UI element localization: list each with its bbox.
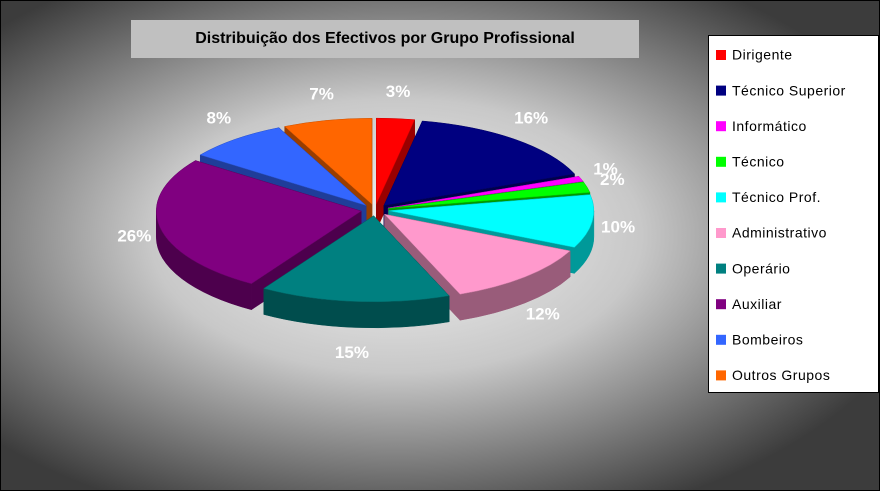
legend-label: Operário — [732, 260, 790, 276]
data-label: 15% — [335, 343, 369, 362]
title-box — [131, 20, 639, 58]
data-label: 26% — [117, 226, 151, 245]
legend-label: Bombeiros — [732, 332, 803, 348]
legend-swatch — [716, 156, 726, 167]
legend-swatch — [716, 228, 726, 238]
legend-label: Outros Grupos — [732, 367, 830, 383]
legend-swatch — [716, 85, 726, 96]
legend-label: Técnico Superior — [732, 82, 846, 98]
data-label: 3% — [386, 82, 411, 101]
data-label: 10% — [601, 218, 635, 237]
slice — [376, 117, 416, 205]
data-label: 8% — [207, 109, 232, 128]
slice — [199, 127, 367, 206]
data-label: 12% — [526, 304, 560, 323]
slice — [284, 118, 373, 205]
legend-swatch — [716, 50, 726, 60]
data-label: 2% — [600, 170, 625, 189]
legend-label: Auxiliar — [732, 296, 782, 312]
legend-label: Técnico Prof. — [732, 189, 821, 205]
legend-label: Informático — [732, 118, 807, 134]
legend-swatch — [716, 263, 726, 274]
legend-label: Dirigente — [732, 47, 793, 63]
slice — [388, 176, 584, 209]
data-label: 1% — [593, 160, 618, 179]
legend-swatch — [716, 370, 726, 381]
legend-swatch — [716, 121, 726, 132]
data-label: 7% — [309, 84, 334, 103]
slice — [263, 215, 450, 303]
legend-swatch — [716, 192, 726, 203]
legend-swatch — [716, 299, 726, 310]
slice — [388, 194, 595, 248]
legend-label: Administrativo — [732, 225, 827, 241]
legend-label: Técnico — [732, 154, 785, 170]
legend — [708, 35, 879, 393]
data-label: 16% — [514, 109, 548, 128]
slice — [383, 120, 576, 206]
chart-title: Distribuição dos Efectivos por Grupo Pro… — [195, 30, 575, 47]
slice — [388, 181, 591, 209]
slice — [156, 160, 362, 284]
slice — [383, 213, 571, 295]
legend-swatch — [716, 334, 726, 345]
